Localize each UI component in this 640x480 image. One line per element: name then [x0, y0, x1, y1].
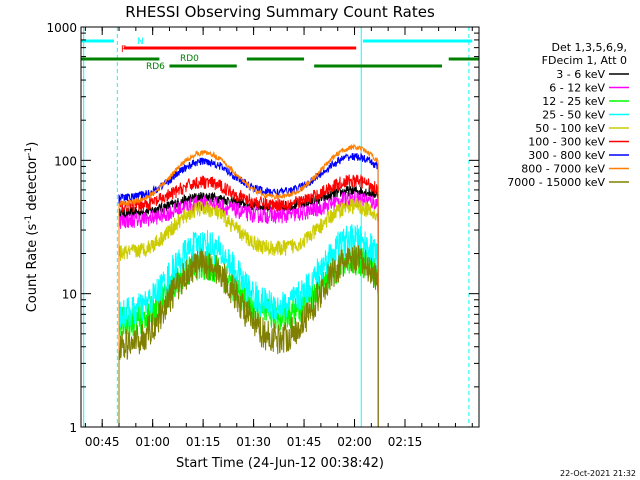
x-tick-label: 01:00: [135, 435, 170, 449]
plot-frame: [80, 26, 480, 428]
y-axis-label-sup1: -1: [24, 215, 34, 224]
flag-label-rd0: RD0: [180, 54, 199, 64]
series-line: [118, 152, 379, 427]
y-axis-label: Count Rate (s-1 detector-1): [24, 142, 40, 313]
legend: Det 1,3,5,6,9,FDecim 1, Att 03 - 6 keV6 …: [507, 41, 629, 189]
y-axis-label-mid: detector: [25, 155, 40, 215]
y-tick-label: 10: [62, 288, 77, 302]
series-line: [118, 173, 379, 427]
series-line: [118, 198, 379, 427]
x-axis-label: Start Time (24-Jun-12 00:38:42): [176, 456, 384, 471]
y-tick-label: 1: [69, 421, 77, 435]
series-line: [118, 245, 379, 427]
legend-entry-label: 300 - 800 keV: [528, 149, 605, 162]
series-line: [118, 191, 379, 427]
legend-entry-label: 7000 - 15000 keV: [507, 176, 605, 189]
x-tick-label: 02:00: [337, 435, 372, 449]
x-tick-label: 01:30: [236, 435, 271, 449]
legend-entry-label: 50 - 100 keV: [535, 122, 605, 135]
flag-label-f: F: [121, 45, 126, 55]
legend-entry-label: 100 - 300 keV: [528, 136, 605, 149]
y-axis-label-end: ): [25, 142, 40, 147]
flag-label-rd6: RD6: [146, 62, 165, 72]
x-axis-ticks: 00:45 01:00 01:15 01:30 01:45 02:00 02:15: [84, 27, 473, 449]
chart-title: RHESSI Observing Summary Count Rates: [125, 3, 435, 21]
y-tick-label: 1000: [46, 21, 77, 35]
x-tick-label: 00:45: [85, 435, 120, 449]
legend-header: Det 1,3,5,6,9,: [551, 41, 627, 54]
legend-entry-label: 3 - 6 keV: [556, 68, 605, 81]
x-tick-label: 01:15: [186, 435, 221, 449]
legend-header: FDecim 1, Att 0: [542, 54, 627, 67]
legend-entry-label: 25 - 50 keV: [542, 109, 605, 122]
legend-entry-label: 6 - 12 keV: [549, 82, 605, 95]
x-tick-label: 02:15: [388, 435, 423, 449]
y-axis-label-main: Count Rate (s: [25, 224, 40, 313]
legend-entry-label: 12 - 25 keV: [542, 95, 605, 108]
plot-area: N F RD0 RD6: [81, 27, 479, 427]
flag-label-n: N: [137, 37, 144, 47]
generation-timestamp: 22-Oct-2021 21:32: [560, 469, 636, 478]
y-axis-label-sup2: -1: [24, 147, 34, 156]
y-tick-label: 100: [54, 154, 77, 168]
legend-entry-label: 800 - 7000 keV: [521, 163, 605, 176]
x-tick-label: 01:45: [287, 435, 322, 449]
y-axis-ticks: 1 10 100 1000: [46, 21, 479, 435]
series-line: [118, 143, 379, 427]
